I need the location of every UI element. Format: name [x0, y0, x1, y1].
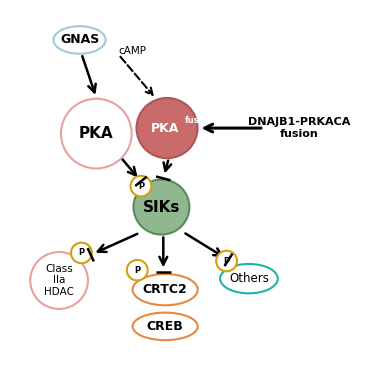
- Text: PKA: PKA: [151, 122, 179, 135]
- Text: Others: Others: [229, 272, 269, 285]
- Ellipse shape: [54, 26, 106, 54]
- Circle shape: [134, 179, 189, 235]
- Ellipse shape: [30, 252, 88, 309]
- Text: CRTC2: CRTC2: [143, 283, 188, 296]
- Text: P: P: [78, 248, 84, 258]
- Circle shape: [136, 98, 198, 158]
- Text: Class
IIa
HDAC: Class IIa HDAC: [44, 264, 74, 297]
- Ellipse shape: [133, 313, 198, 340]
- Text: GNAS: GNAS: [60, 33, 99, 47]
- Circle shape: [130, 176, 152, 196]
- Ellipse shape: [61, 99, 132, 168]
- Circle shape: [71, 243, 92, 263]
- Text: DNAJB1-PRKACA
fusion: DNAJB1-PRKACA fusion: [248, 117, 350, 139]
- Text: PKA: PKA: [79, 126, 114, 141]
- Text: SIKs: SIKs: [143, 199, 180, 215]
- Ellipse shape: [220, 264, 278, 293]
- Ellipse shape: [133, 274, 198, 305]
- Circle shape: [216, 251, 237, 271]
- Text: P: P: [224, 256, 230, 266]
- Text: P: P: [134, 266, 140, 275]
- Text: cAMP: cAMP: [118, 46, 147, 56]
- Circle shape: [127, 260, 148, 280]
- Text: P: P: [138, 182, 144, 191]
- Text: fus: fus: [185, 115, 200, 124]
- Text: CREB: CREB: [147, 320, 183, 333]
